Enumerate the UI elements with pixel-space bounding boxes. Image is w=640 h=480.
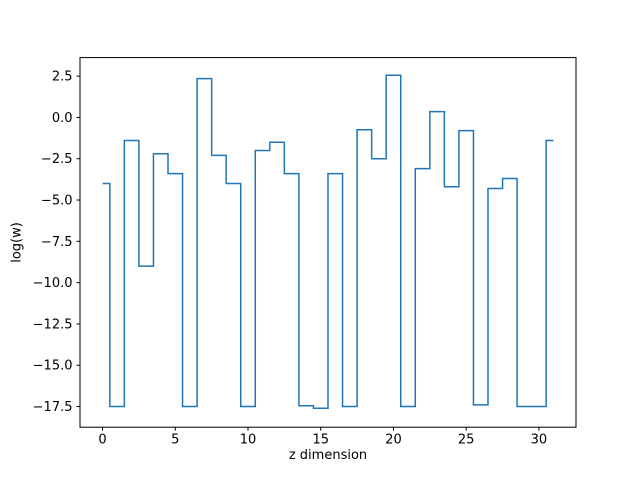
x-tick-label: 20 [385, 433, 402, 448]
y-tick-label: 0.0 [52, 111, 73, 126]
data-series-line [102, 74, 554, 409]
y-axis-label: log(w) [9, 222, 25, 263]
x-tick-label: 15 [312, 433, 329, 448]
y-tick-label: −10.0 [33, 276, 73, 291]
y-tick-label: −2.5 [41, 152, 73, 167]
y-tick-label: −5.0 [41, 194, 73, 209]
y-tick-label: 2.5 [52, 70, 73, 85]
x-tick-label: 0 [98, 433, 106, 448]
x-tick-label: 30 [531, 433, 548, 448]
y-tick-label: −7.5 [41, 235, 73, 250]
y-tick-label: −17.5 [33, 400, 73, 415]
y-tick-label: −15.0 [33, 359, 73, 374]
x-tick-label: 5 [171, 433, 179, 448]
x-tick-label: 10 [240, 433, 257, 448]
y-tick-label: −12.5 [33, 317, 73, 332]
plot-spines [79, 57, 577, 428]
x-tick-label: 25 [458, 433, 475, 448]
x-axis-label: z dimension [288, 448, 368, 463]
